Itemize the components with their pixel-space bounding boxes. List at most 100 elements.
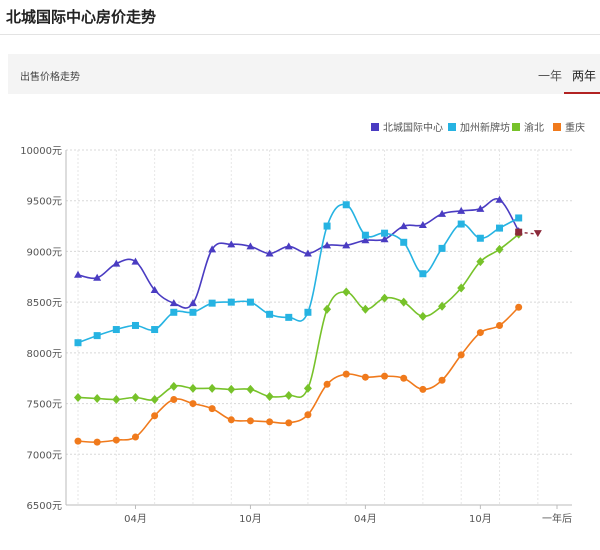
data-point[interactable]: [496, 321, 504, 329]
legend-item-1[interactable]: 加州新牌坊: [448, 121, 510, 134]
data-point[interactable]: [476, 234, 484, 242]
data-point[interactable]: [438, 376, 446, 384]
data-point[interactable]: [131, 433, 139, 441]
data-point[interactable]: [93, 438, 101, 446]
data-point[interactable]: [342, 370, 350, 378]
data-point[interactable]: [284, 242, 293, 250]
data-point[interactable]: [74, 437, 82, 445]
data-point[interactable]: [399, 297, 408, 307]
data-point[interactable]: [170, 308, 178, 316]
data-point[interactable]: [285, 313, 293, 321]
forecast-point[interactable]: [533, 230, 542, 238]
data-point[interactable]: [74, 392, 82, 402]
data-point[interactable]: [418, 221, 427, 229]
data-point[interactable]: [380, 235, 389, 243]
data-point[interactable]: [208, 299, 216, 307]
data-point[interactable]: [189, 400, 197, 408]
data-point[interactable]: [400, 374, 408, 382]
data-point[interactable]: [227, 384, 236, 394]
data-point[interactable]: [457, 283, 466, 293]
data-point[interactable]: [323, 241, 332, 249]
data-point[interactable]: [151, 326, 159, 334]
data-point[interactable]: [323, 380, 331, 388]
data-point[interactable]: [495, 244, 504, 254]
data-point[interactable]: [515, 214, 523, 222]
data-point[interactable]: [227, 240, 236, 248]
data-point[interactable]: [400, 238, 408, 246]
data-point[interactable]: [361, 236, 370, 244]
data-point[interactable]: [227, 298, 235, 306]
data-point[interactable]: [342, 241, 351, 249]
data-point[interactable]: [266, 418, 274, 426]
data-point[interactable]: [112, 436, 120, 444]
data-point[interactable]: [74, 270, 82, 278]
data-point[interactable]: [227, 416, 235, 424]
data-point[interactable]: [285, 419, 293, 427]
data-point[interactable]: [323, 304, 332, 314]
legend-item-3[interactable]: 重庆: [553, 121, 585, 134]
tab-one-year[interactable]: 一年: [538, 69, 563, 83]
data-point[interactable]: [112, 259, 121, 267]
data-point[interactable]: [457, 206, 466, 214]
data-point[interactable]: [342, 201, 350, 209]
data-point[interactable]: [496, 224, 504, 232]
data-point[interactable]: [476, 257, 485, 267]
data-point[interactable]: [74, 339, 82, 347]
data-point[interactable]: [476, 329, 484, 337]
data-point[interactable]: [381, 229, 389, 237]
data-point[interactable]: [189, 308, 197, 316]
data-point[interactable]: [438, 209, 447, 217]
data-point[interactable]: [131, 321, 139, 329]
data-point[interactable]: [169, 299, 178, 307]
data-point[interactable]: [265, 249, 274, 257]
data-point[interactable]: [380, 293, 389, 303]
data-point[interactable]: [304, 411, 312, 419]
data-point[interactable]: [170, 396, 178, 404]
data-point[interactable]: [419, 270, 427, 278]
data-point[interactable]: [188, 299, 197, 307]
data-point[interactable]: [399, 222, 408, 230]
data-point[interactable]: [476, 204, 485, 212]
data-point[interactable]: [438, 301, 447, 311]
tab-two-years[interactable]: 两年: [572, 69, 597, 83]
data-point[interactable]: [361, 304, 370, 314]
data-point[interactable]: [284, 390, 293, 400]
data-point[interactable]: [303, 249, 312, 257]
data-point[interactable]: [131, 392, 140, 402]
data-point[interactable]: [361, 373, 369, 381]
data-point[interactable]: [515, 303, 523, 311]
data-point[interactable]: [495, 195, 504, 203]
data-point[interactable]: [169, 381, 178, 391]
data-point[interactable]: [150, 285, 159, 293]
data-point[interactable]: [438, 244, 446, 252]
data-point[interactable]: [93, 394, 102, 403]
data-point[interactable]: [246, 298, 254, 306]
data-point[interactable]: [266, 310, 274, 318]
data-point[interactable]: [303, 383, 312, 393]
data-point[interactable]: [93, 332, 101, 340]
data-point[interactable]: [150, 395, 159, 405]
data-point[interactable]: [246, 242, 255, 250]
data-point[interactable]: [188, 383, 197, 393]
data-point[interactable]: [457, 351, 465, 359]
data-point[interactable]: [265, 391, 274, 401]
data-point[interactable]: [381, 372, 389, 380]
data-point[interactable]: [112, 326, 120, 334]
data-point[interactable]: [112, 395, 121, 405]
data-point[interactable]: [208, 405, 216, 413]
data-point[interactable]: [418, 311, 427, 321]
data-point[interactable]: [208, 245, 217, 253]
data-point[interactable]: [457, 220, 465, 228]
data-point[interactable]: [151, 412, 159, 420]
data-point[interactable]: [323, 222, 331, 230]
data-point[interactable]: [246, 384, 255, 394]
legend-item-2[interactable]: 渝北: [512, 121, 544, 134]
data-point[interactable]: [208, 383, 217, 393]
data-point[interactable]: [361, 231, 369, 239]
legend-item-0[interactable]: 北城国际中心: [371, 121, 443, 134]
forecast-point[interactable]: [515, 228, 523, 236]
data-point[interactable]: [342, 287, 351, 297]
data-point[interactable]: [93, 273, 102, 281]
data-point[interactable]: [131, 257, 140, 265]
data-point[interactable]: [246, 417, 254, 425]
